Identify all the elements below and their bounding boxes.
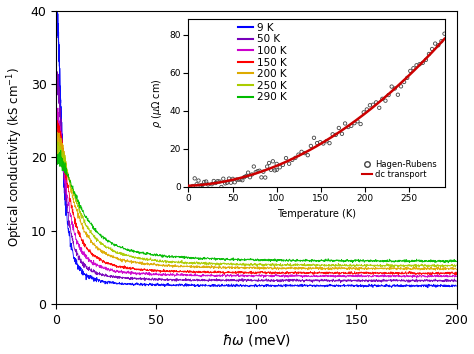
X-axis label: $\hbar\omega$ (meV): $\hbar\omega$ (meV) [222, 332, 291, 348]
Y-axis label: Optical conductivity (kS cm$^{-1}$): Optical conductivity (kS cm$^{-1}$) [6, 68, 25, 247]
Legend: 9 K, 50 K, 100 K, 150 K, 200 K, 250 K, 290 K: 9 K, 50 K, 100 K, 150 K, 200 K, 250 K, 2… [233, 19, 291, 107]
